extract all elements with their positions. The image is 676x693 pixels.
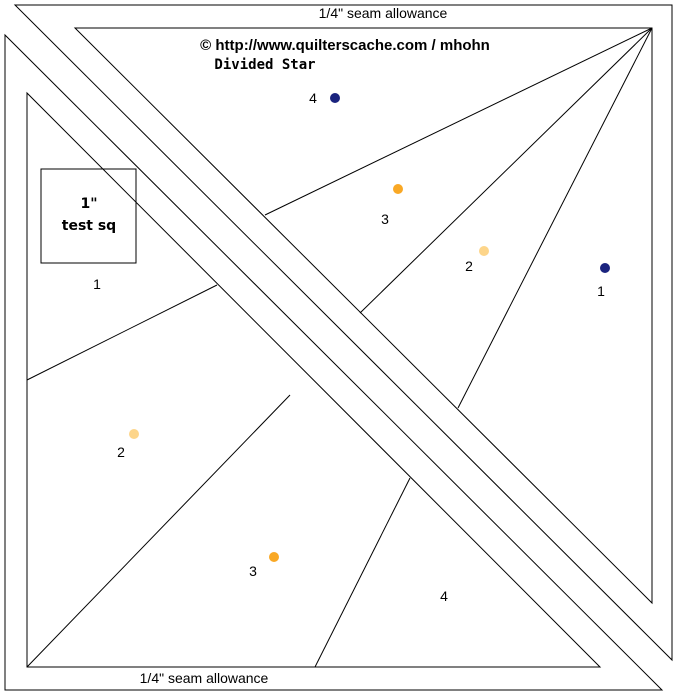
piece-label: 1 [597, 283, 605, 299]
seam-label: 1/4" seam allowance [140, 670, 269, 686]
dot [330, 93, 340, 103]
seam-line [359, 27, 653, 314]
lower-inner [26, 91, 602, 668]
seam-line [264, 27, 653, 216]
dot [600, 263, 610, 273]
outlines [4, 4, 673, 691]
dot [129, 429, 139, 439]
upper-inner [73, 27, 653, 605]
seam-line [457, 27, 653, 409]
piece-label: 3 [249, 563, 257, 579]
seam-label: 1/4" seam allowance [319, 5, 448, 21]
seam-line [314, 477, 411, 668]
test-size: 1" [80, 196, 97, 212]
seam-line [26, 284, 218, 381]
piece-label: 1 [93, 276, 101, 292]
test-label: test sq [62, 218, 116, 234]
test-square [40, 168, 137, 264]
title: Divided Star [214, 57, 315, 73]
upper-outer [13, 4, 673, 662]
lower-outer [4, 33, 664, 691]
piece-label: 2 [117, 444, 125, 460]
dot [269, 552, 279, 562]
dot [393, 184, 403, 194]
piece-label: 4 [309, 90, 317, 106]
piece-label: 4 [440, 588, 448, 604]
piece-label: 3 [381, 211, 389, 227]
copyright: © http://www.quilterscache.com / mhohn [200, 37, 490, 54]
dots [129, 93, 610, 562]
piece-label: 2 [465, 258, 473, 274]
dot [479, 246, 489, 256]
seam-line [26, 394, 291, 668]
